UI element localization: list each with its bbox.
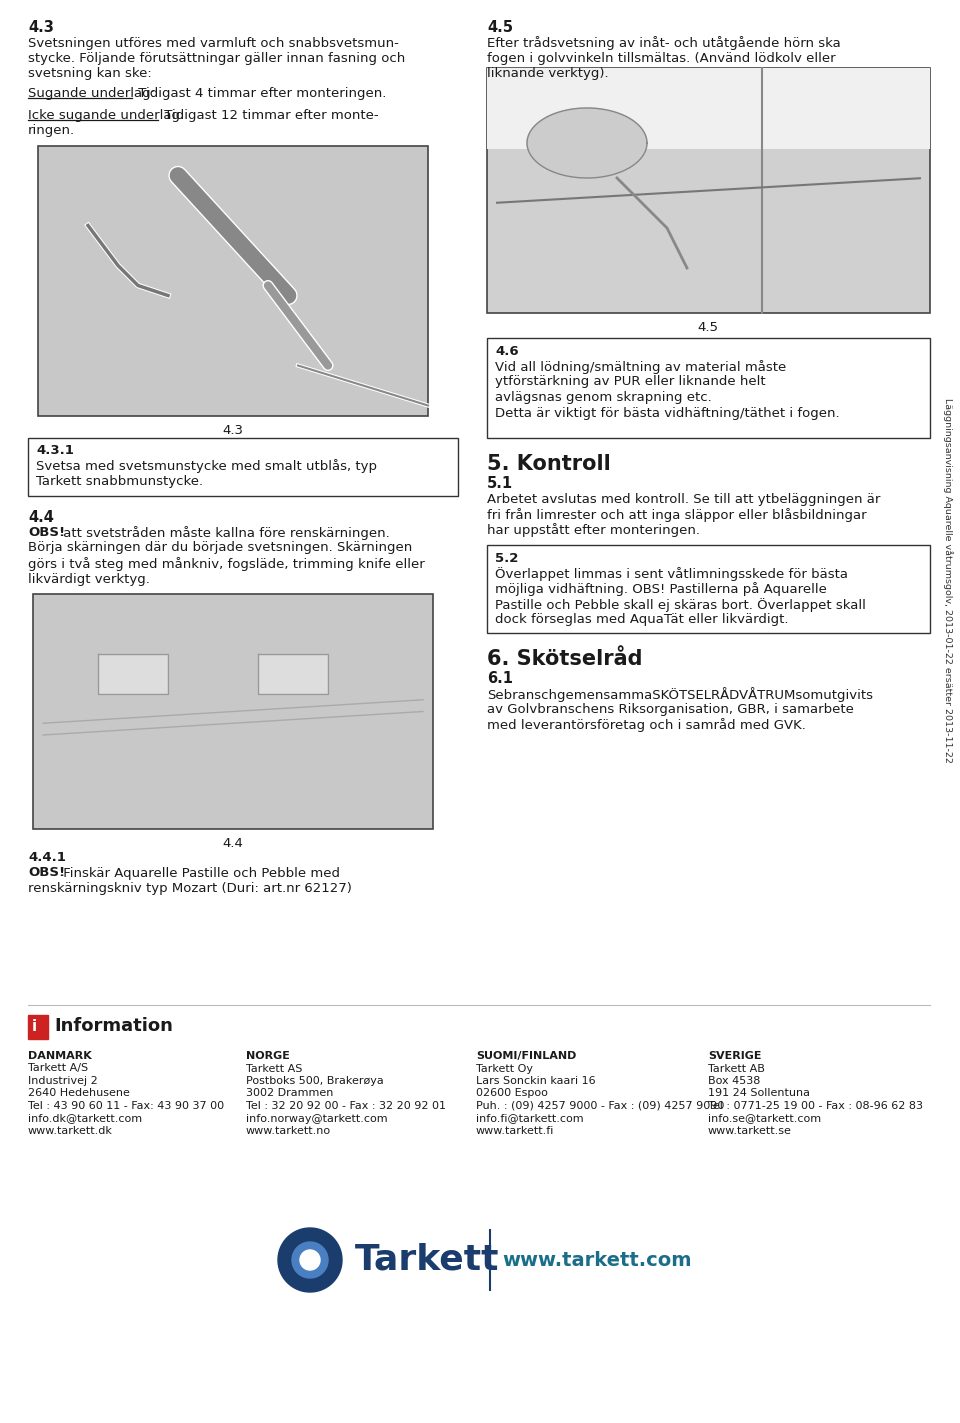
Text: 5.1: 5.1 — [487, 477, 514, 491]
Text: stycke. Följande förutsättningar gäller innan fasning och: stycke. Följande förutsättningar gäller … — [28, 53, 405, 65]
Text: Svetsa med svetsmunstycke med smalt utblås, typ: Svetsa med svetsmunstycke med smalt utbl… — [36, 460, 377, 474]
Text: liknande verktyg).: liknande verktyg). — [487, 67, 609, 81]
Bar — [487, 68, 930, 149]
Text: Svetsningen utföres med varmluft och snabbsvetsmun-: Svetsningen utföres med varmluft och sna… — [28, 37, 398, 50]
Text: Tarkett snabbmunstycke.: Tarkett snabbmunstycke. — [36, 475, 204, 488]
Text: Puh. : (09) 4257 9000 - Fax : (09) 4257 9090: Puh. : (09) 4257 9000 - Fax : (09) 4257 … — [476, 1101, 725, 1111]
Text: info.se@tarkett.com: info.se@tarkett.com — [708, 1114, 821, 1124]
Text: Börja skärningen där du började svetsningen. Skärningen: Börja skärningen där du började svetsnin… — [28, 542, 412, 555]
Text: Arbetet avslutas med kontroll. Se till att ytbeläggningen är: Arbetet avslutas med kontroll. Se till a… — [487, 492, 880, 505]
Text: dock förseglas med AquaTät eller likvärdigt.: dock förseglas med AquaTät eller likvärd… — [495, 613, 788, 626]
Text: www.tarkett.se: www.tarkett.se — [708, 1126, 792, 1136]
Text: SebranschgemensammaSKÖTSELRÅDVÅTRUMsomutgivits: SebranschgemensammaSKÖTSELRÅDVÅTRUMsomut… — [487, 687, 873, 703]
Text: Postboks 500, Brakerøya: Postboks 500, Brakerøya — [246, 1076, 384, 1086]
Text: Vid all lödning/smältning av material måste: Vid all lödning/smältning av material må… — [495, 360, 786, 374]
Text: Information: Information — [54, 1017, 173, 1035]
Text: OBS!: OBS! — [28, 867, 65, 879]
Bar — [38, 145, 428, 416]
Text: Finskär Aquarelle Pastille och Pebble med: Finskär Aquarelle Pastille och Pebble me… — [59, 867, 340, 879]
Text: info.norway@tarkett.com: info.norway@tarkett.com — [246, 1114, 388, 1124]
Polygon shape — [292, 1242, 328, 1278]
Text: Tarkett AB: Tarkett AB — [708, 1063, 765, 1073]
Text: görs i två steg med månkniv, fogsläde, trimming knife eller: görs i två steg med månkniv, fogsläde, t… — [28, 556, 424, 571]
Text: DANMARK: DANMARK — [28, 1052, 92, 1062]
Text: Tel : 43 90 60 11 - Fax: 43 90 37 00: Tel : 43 90 60 11 - Fax: 43 90 37 00 — [28, 1101, 224, 1111]
Text: 3002 Drammen: 3002 Drammen — [246, 1089, 333, 1099]
Text: med leverantörsföretag och i samråd med GVK.: med leverantörsföretag och i samråd med … — [487, 719, 805, 733]
Text: Efter trådsvetsning av inåt- och utåtgående hörn ska: Efter trådsvetsning av inåt- och utåtgåe… — [487, 37, 841, 50]
Text: Tarkett Oy: Tarkett Oy — [476, 1063, 533, 1073]
Text: www.tarkett.dk: www.tarkett.dk — [28, 1126, 113, 1136]
Text: www.tarkett.fi: www.tarkett.fi — [476, 1126, 554, 1136]
Text: renskärningskniv typ Mozart (Duri: art.nr 62127): renskärningskniv typ Mozart (Duri: art.n… — [28, 882, 352, 895]
Text: OBS!: OBS! — [28, 527, 65, 539]
Text: Lars Sonckin kaari 16: Lars Sonckin kaari 16 — [476, 1076, 595, 1086]
Polygon shape — [527, 108, 647, 178]
Text: www.tarkett.com: www.tarkett.com — [502, 1251, 691, 1269]
Text: Tidigast 12 timmar efter monte-: Tidigast 12 timmar efter monte- — [160, 108, 378, 121]
Polygon shape — [258, 655, 328, 694]
Text: avlägsnas genom skrapning etc.: avlägsnas genom skrapning etc. — [495, 391, 711, 404]
Text: Box 4538: Box 4538 — [708, 1076, 760, 1086]
Bar — [487, 68, 930, 313]
Text: SUOMI/FINLAND: SUOMI/FINLAND — [476, 1052, 576, 1062]
Text: Tarkett A/S: Tarkett A/S — [28, 1063, 88, 1073]
Text: 6.1: 6.1 — [487, 672, 513, 686]
Polygon shape — [278, 1228, 342, 1292]
Text: 2640 Hedehusene: 2640 Hedehusene — [28, 1089, 130, 1099]
Bar — [33, 593, 433, 830]
Text: möjliga vidhäftning. OBS! Pastillerna på Aquarelle: möjliga vidhäftning. OBS! Pastillerna på… — [495, 582, 827, 596]
Text: 4.3: 4.3 — [223, 424, 244, 437]
Text: Tel : 32 20 92 00 - Fax : 32 20 92 01: Tel : 32 20 92 00 - Fax : 32 20 92 01 — [246, 1101, 446, 1111]
Text: likvärdigt verktyg.: likvärdigt verktyg. — [28, 572, 150, 585]
Text: 4.6: 4.6 — [495, 344, 518, 359]
Text: Detta är viktigt för bästa vidhäftning/täthet i fogen.: Detta är viktigt för bästa vidhäftning/t… — [495, 407, 840, 420]
Text: Tarkett: Tarkett — [355, 1244, 499, 1276]
Text: 02600 Espoo: 02600 Espoo — [476, 1089, 548, 1099]
Bar — [487, 339, 930, 438]
Bar — [28, 437, 458, 495]
Text: Tidigast 4 timmar efter monteringen.: Tidigast 4 timmar efter monteringen. — [134, 87, 386, 100]
Text: 4.3: 4.3 — [28, 20, 54, 36]
Text: SVERIGE: SVERIGE — [708, 1052, 761, 1062]
Text: fogen i golvvinkeln tillsmältas. (Använd lödkolv eller: fogen i golvvinkeln tillsmältas. (Använd… — [487, 53, 835, 65]
Bar — [28, 1015, 48, 1039]
Text: ytförstärkning av PUR eller liknande helt: ytförstärkning av PUR eller liknande hel… — [495, 376, 766, 388]
Text: 4.3.1: 4.3.1 — [36, 444, 74, 458]
Text: 4.5: 4.5 — [698, 322, 718, 334]
Text: 191 24 Sollentuna: 191 24 Sollentuna — [708, 1089, 810, 1099]
Text: fri från limrester och att inga släppor eller blåsbildningar: fri från limrester och att inga släppor … — [487, 508, 867, 522]
Text: 4.4.1: 4.4.1 — [28, 851, 66, 864]
Text: 4.5: 4.5 — [487, 20, 513, 36]
Text: Industrivej 2: Industrivej 2 — [28, 1076, 98, 1086]
Text: Tarkett AS: Tarkett AS — [246, 1063, 302, 1073]
Text: Sugande underlag:: Sugande underlag: — [28, 87, 155, 100]
Text: www.tarkett.no: www.tarkett.no — [246, 1126, 331, 1136]
Text: 5.2: 5.2 — [495, 552, 518, 565]
Text: Pastille och Pebble skall ej skäras bort. Överlappet skall: Pastille och Pebble skall ej skäras bort… — [495, 598, 866, 612]
Text: att svetstråden måste kallna före renskärningen.: att svetstråden måste kallna före renskä… — [59, 527, 390, 539]
Text: 6. Skötselråd: 6. Skötselråd — [487, 649, 642, 669]
Text: 4.4: 4.4 — [28, 509, 54, 525]
Text: Icke sugande underlag:: Icke sugande underlag: — [28, 108, 184, 121]
Text: 5. Kontroll: 5. Kontroll — [487, 454, 611, 474]
Bar — [487, 545, 930, 633]
Text: har uppstått efter monteringen.: har uppstått efter monteringen. — [487, 524, 700, 538]
Text: info.dk@tarkett.com: info.dk@tarkett.com — [28, 1114, 142, 1124]
Text: 4.4: 4.4 — [223, 837, 244, 850]
Polygon shape — [98, 655, 168, 694]
Text: info.fi@tarkett.com: info.fi@tarkett.com — [476, 1114, 584, 1124]
Text: i: i — [32, 1019, 37, 1035]
Text: av Golvbranschens Riksorganisation, GBR, i samarbete: av Golvbranschens Riksorganisation, GBR,… — [487, 703, 853, 716]
Text: Överlappet limmas i sent våtlimningsskede för bästa: Överlappet limmas i sent våtlimningssked… — [495, 566, 848, 581]
Text: Tel : 0771-25 19 00 - Fax : 08-96 62 83: Tel : 0771-25 19 00 - Fax : 08-96 62 83 — [708, 1101, 923, 1111]
Text: svetsning kan ske:: svetsning kan ske: — [28, 67, 152, 81]
Text: NORGE: NORGE — [246, 1052, 290, 1062]
Polygon shape — [300, 1249, 320, 1269]
Text: ringen.: ringen. — [28, 124, 75, 137]
Text: Läggningsanvisning Aquarelle våtrumsgolv, 2013-01-22 ersätter 2013-11-22: Läggningsanvisning Aquarelle våtrumsgolv… — [943, 397, 953, 763]
